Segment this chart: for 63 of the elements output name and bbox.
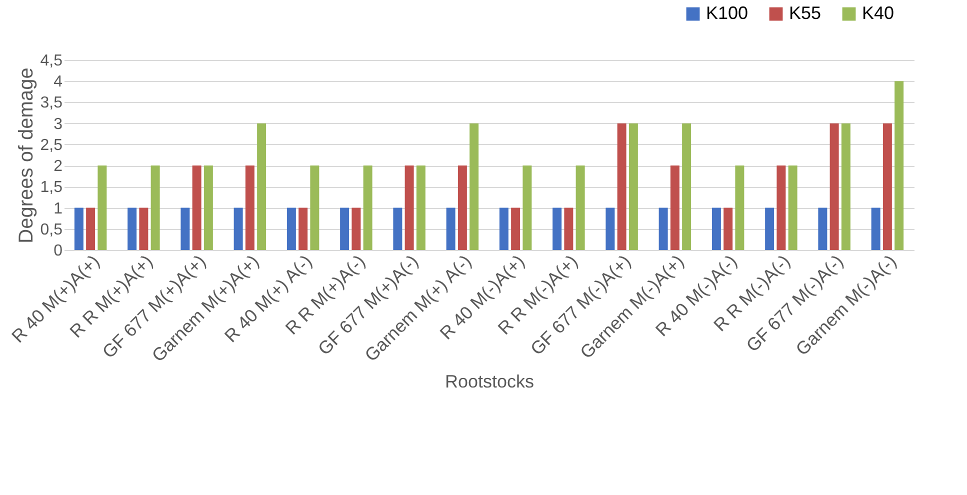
legend-label: K100 [706,3,748,23]
bar [458,166,467,250]
bar [511,208,520,250]
y-tick-label: 3,5 [40,94,63,112]
bar [658,208,668,250]
bar [470,123,479,250]
y-tick-label: 1,5 [40,179,63,196]
bar [552,208,562,250]
bar [682,123,692,250]
bar [204,166,213,250]
bar [150,166,160,250]
bar [393,208,402,250]
bar [830,123,839,250]
bar [818,208,828,250]
bar [882,123,892,250]
bar [735,166,744,250]
bar [128,208,137,250]
bar [788,166,798,250]
bar [670,166,680,250]
bar [416,166,426,250]
bar [139,208,148,250]
y-tick-label: 1 [54,200,63,218]
bar [340,208,350,250]
y-tick-label: 2 [54,158,63,176]
bar [522,166,532,250]
legend-label: K40 [862,3,894,23]
bar [257,123,266,250]
bar [724,208,733,250]
bar [192,166,202,250]
bar [776,166,786,250]
bar [499,208,508,250]
bar [871,208,880,250]
y-axis-title: Degrees of demage [15,68,38,244]
x-axis-title: Rootstocks [444,372,534,392]
bar [180,208,190,250]
bar [446,208,456,250]
bar [564,208,574,250]
legend-label: K55 [789,3,822,23]
bar [363,166,372,250]
y-tick-label: 3 [54,116,63,133]
bar [245,166,254,250]
y-tick-label: 0 [54,242,63,260]
bar [712,208,721,250]
bar [86,208,96,250]
bar [74,208,84,250]
bar [286,208,296,250]
bar [404,166,414,250]
bar [98,166,107,250]
y-tick-label: 2,5 [40,136,63,154]
bar [576,166,585,250]
bar [628,123,638,250]
bar [894,81,904,250]
bar [841,123,850,250]
y-tick-label: 4,5 [40,52,63,70]
bar [310,166,320,250]
bar [298,208,308,250]
bar [765,208,774,250]
y-tick-label: 0,5 [40,221,63,238]
bar [617,123,626,250]
bar [234,208,243,250]
bar [606,208,615,250]
bar [352,208,361,250]
y-tick-label: 4 [54,74,63,91]
